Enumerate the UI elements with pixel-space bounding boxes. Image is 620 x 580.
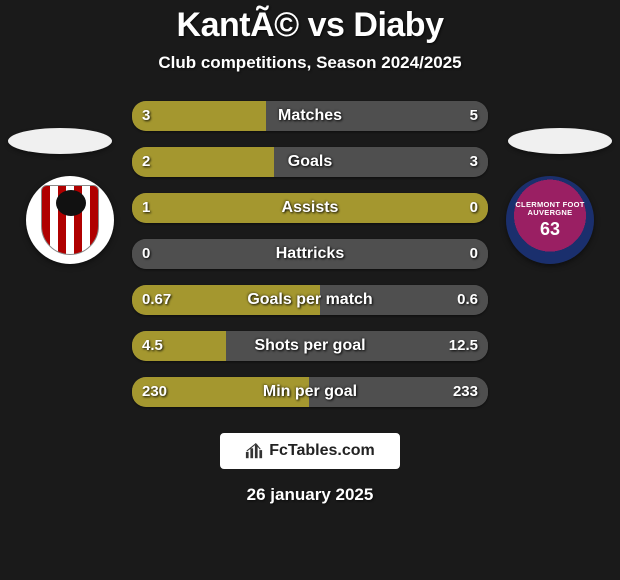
page-title: KantÃ© vs Diaby [0,6,620,45]
stat-row: 4.512.5Shots per goal [132,331,488,361]
crest-right-number: 63 [540,220,560,239]
stat-row: 0.670.6Goals per match [132,285,488,315]
club-crest-left [26,176,114,264]
footer-date: 26 january 2025 [0,485,620,505]
subtitle: Club competitions, Season 2024/2025 [0,53,620,73]
stat-bar-left [132,193,488,223]
stat-value-right: 0 [460,239,488,269]
stat-row: 230233Min per goal [132,377,488,407]
stat-value-left: 0.67 [132,285,181,315]
bar-chart-icon [245,442,263,460]
stat-bar-right [266,101,489,131]
stat-value-right: 0.6 [447,285,488,315]
stat-bar-list: 35Matches23Goals10Assists00Hattricks0.67… [132,101,488,407]
stat-value-right: 233 [443,377,488,407]
brand-badge[interactable]: FcTables.com [220,433,400,469]
club-crest-right: CLERMONT FOOT AUVERGNE 63 [506,176,594,264]
stat-value-left: 4.5 [132,331,173,361]
stat-value-right: 5 [460,101,488,131]
stat-value-right: 3 [460,147,488,177]
stat-value-right: 0 [460,193,488,223]
stat-row: 35Matches [132,101,488,131]
stat-row: 10Assists [132,193,488,223]
stat-bar-right [274,147,488,177]
club-crest-left-shield [41,185,99,255]
stat-value-left: 230 [132,377,177,407]
stat-row: 00Hattricks [132,239,488,269]
stat-value-left: 3 [132,101,160,131]
stat-value-right: 12.5 [439,331,488,361]
stat-value-left: 2 [132,147,160,177]
player-left-ellipse [8,128,112,154]
stat-value-left: 0 [132,239,160,269]
stat-value-left: 1 [132,193,160,223]
infographic-container: KantÃ© vs Diaby Club competitions, Seaso… [0,0,620,580]
brand-text: FcTables.com [269,442,375,460]
stat-row: 23Goals [132,147,488,177]
player-right-ellipse [508,128,612,154]
crest-right-line2: AUVERGNE [528,209,573,217]
